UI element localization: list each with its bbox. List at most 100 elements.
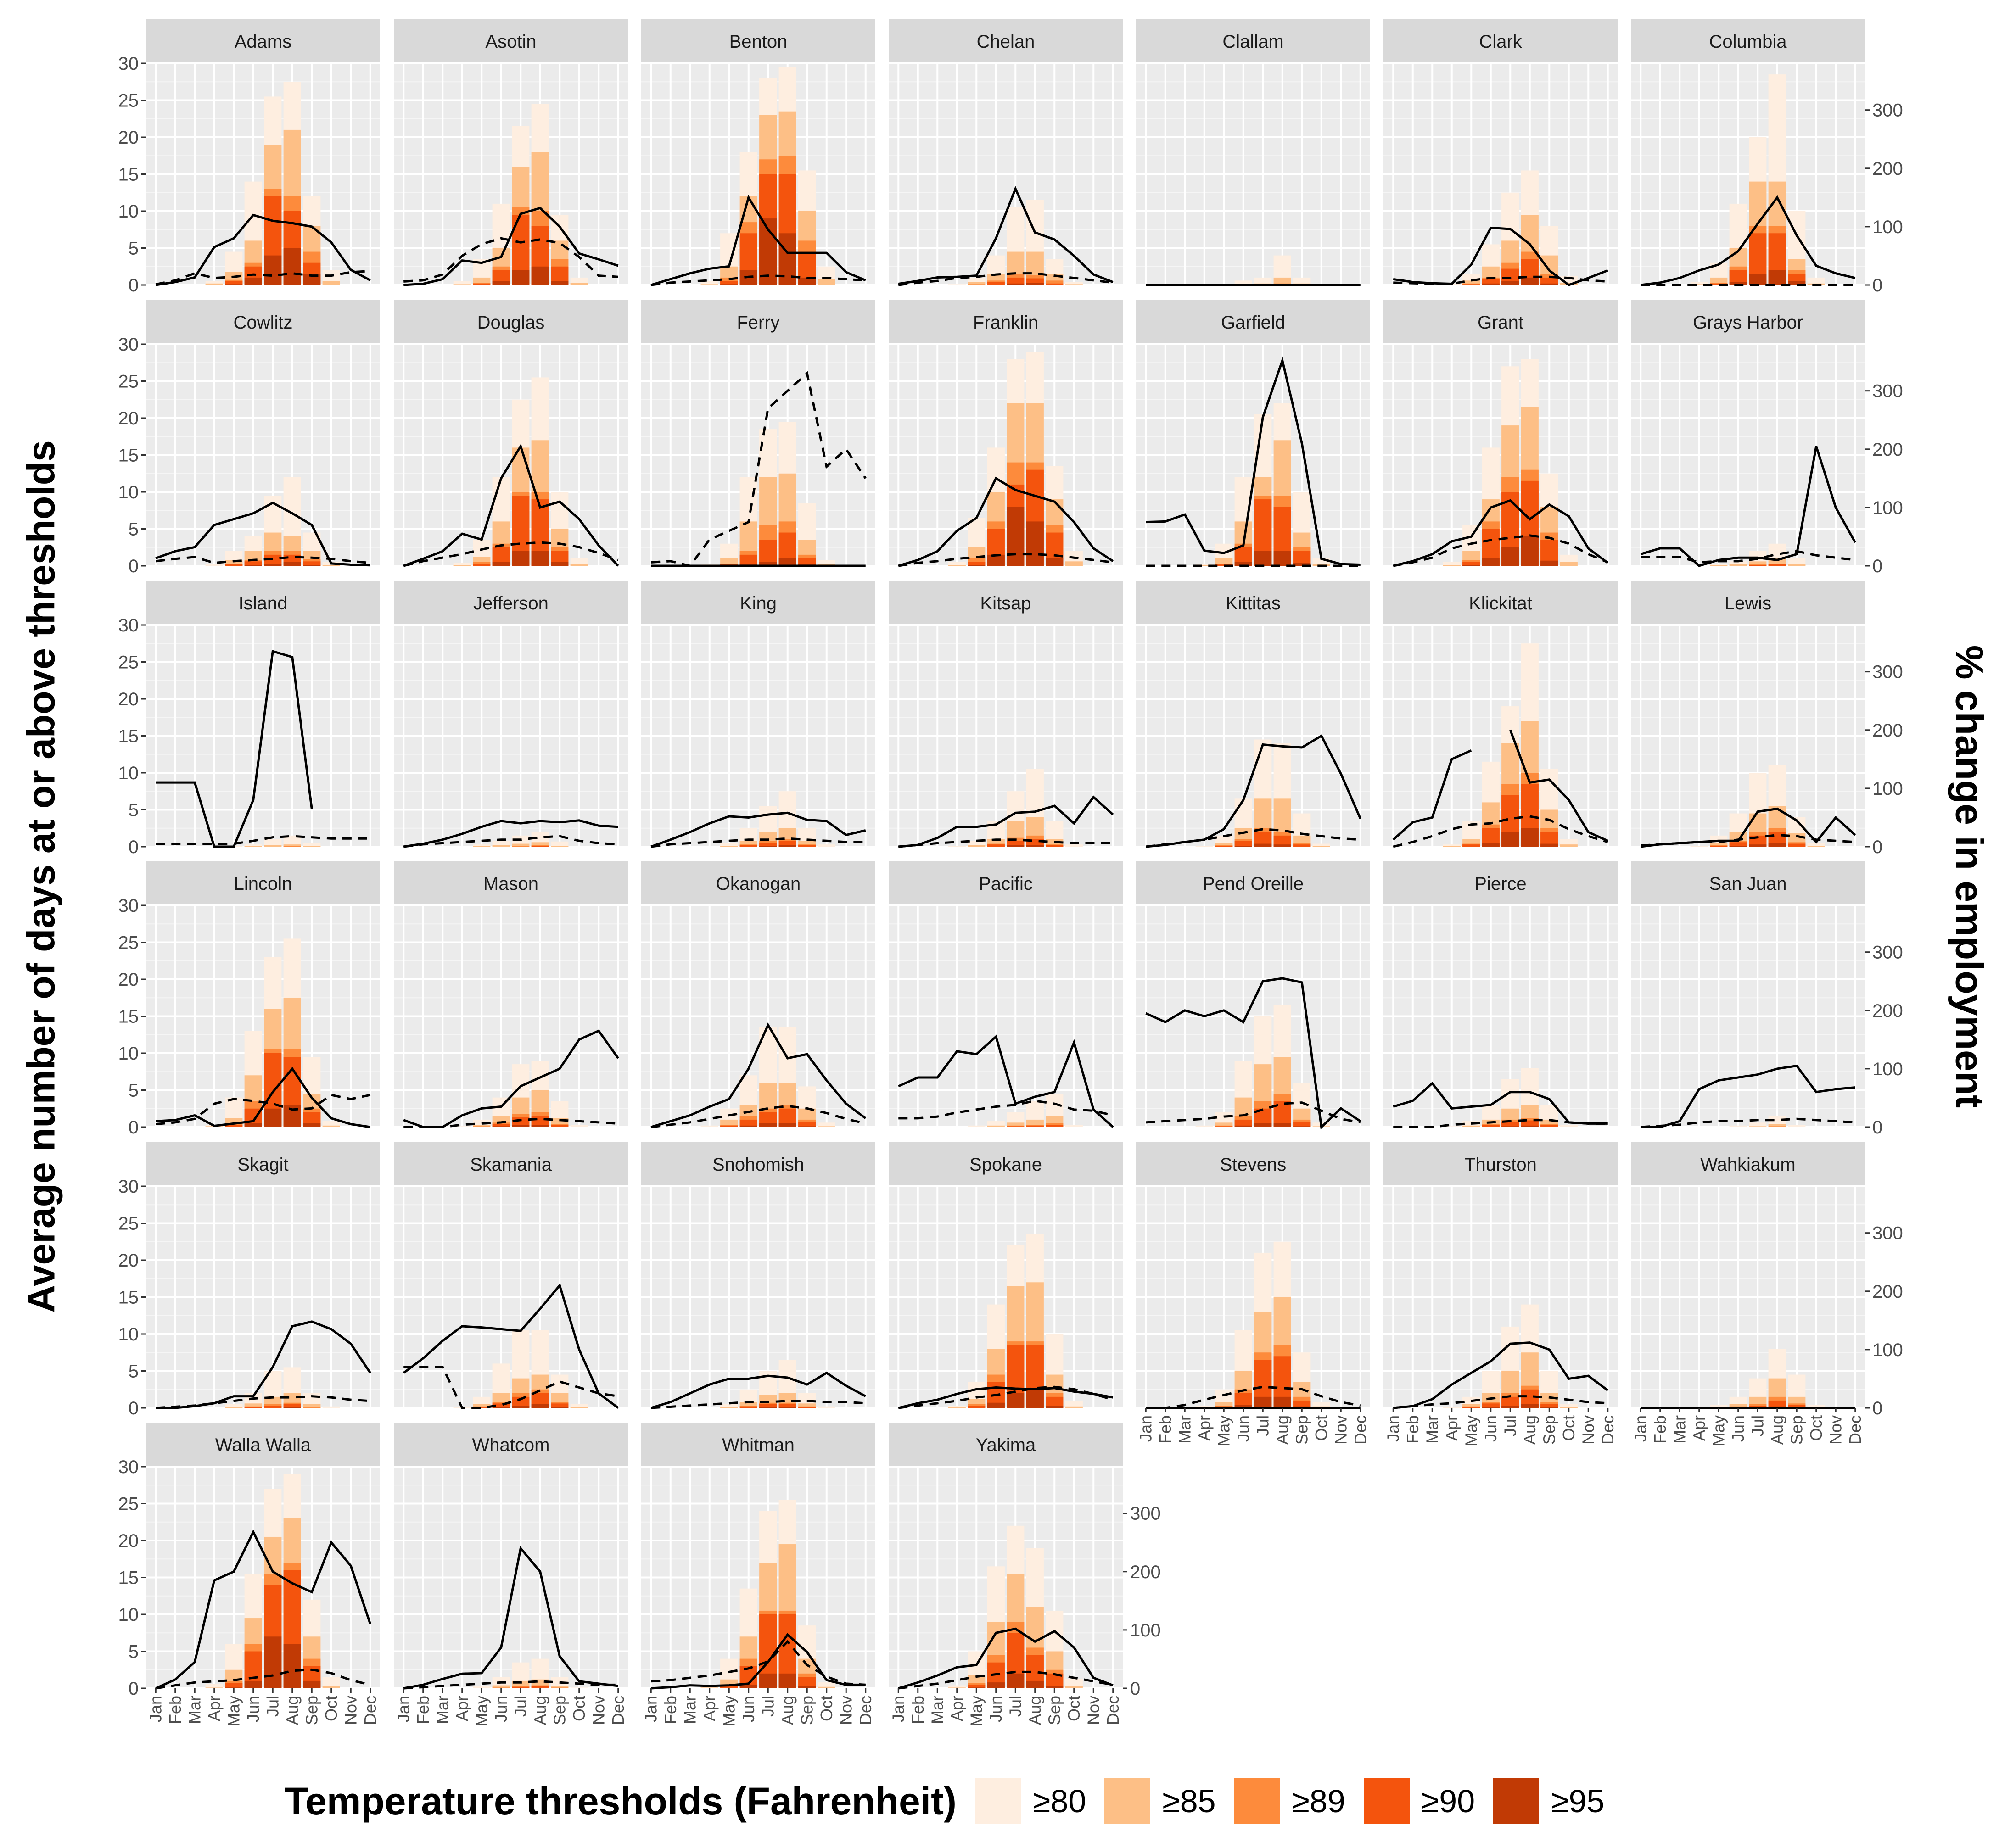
x-tick-label: Dec (609, 1696, 627, 1725)
bar-adams-oct-1 (322, 281, 340, 285)
bar-clallam-jul-0 (1254, 277, 1272, 285)
panel-cowlitz: Cowlitz 0 5 10 15 20 25 30 (118, 300, 380, 576)
line-dashed-walla-walla (155, 1668, 371, 1690)
bar-grant-jul-4 (1501, 547, 1519, 566)
line-dashed-clark (1393, 275, 1608, 285)
legend-item-80: ≥80 (975, 1778, 1086, 1824)
bar-okanogan-aug-4 (778, 1123, 796, 1127)
bar-grays-harbor-jun-0 (1729, 561, 1747, 566)
line-dashed-pierce (1393, 1119, 1608, 1128)
bar-walla-walla-apr-0 (205, 1684, 223, 1688)
x-tick-label: Oct (1064, 1696, 1083, 1721)
y2-tick-label: 100 (1872, 779, 1903, 799)
bar-cowlitz-oct-1 (322, 565, 340, 566)
bar-jefferson-may-1 (473, 846, 491, 847)
bar-kittitas-may-1 (1215, 843, 1233, 847)
bar-jefferson-jul-2 (512, 846, 530, 847)
bar-skagit-jul-3 (264, 1406, 282, 1408)
line-solid-grays-harbor (1640, 446, 1856, 567)
bar-pend-oreille-may-3 (1215, 1126, 1233, 1127)
bar-klickitat-sep-4 (1540, 843, 1558, 847)
bar-douglas-apr-0 (453, 563, 471, 566)
x-tick-label: Apr (947, 1696, 966, 1721)
bar-klickitat-aug-4 (1521, 828, 1539, 847)
x-tick-label: Dec (361, 1696, 380, 1725)
x-tick-label: May (967, 1696, 986, 1727)
bar-columbia-aug-4 (1768, 270, 1786, 285)
legend-label-90: ≥90 (1421, 1783, 1475, 1819)
y2-tick-label: 300 (1872, 381, 1903, 402)
strip-label: San Juan (1709, 874, 1786, 894)
x-tick-label: Feb (661, 1696, 680, 1724)
strip-bg (146, 861, 380, 905)
strip-bg (394, 300, 628, 344)
x-tick-label: Sep (797, 1696, 816, 1725)
bar-yakima-aug-4 (1026, 1680, 1044, 1688)
panel-asotin: Asotin (394, 19, 628, 286)
x-tick-label: Jan (1383, 1415, 1402, 1442)
y-tick-label: 15 (118, 1007, 139, 1027)
bar-skamania-jul-4 (512, 1406, 530, 1408)
x-tick-label: Jun (986, 1696, 1005, 1722)
bar-skamania-sep-4 (551, 1407, 569, 1408)
bar-chelan-apr-0 (948, 284, 966, 285)
strip-label: Lincoln (234, 874, 292, 894)
bar-whitman-may-3 (720, 1686, 738, 1688)
bar-yakima-may-3 (968, 1684, 986, 1688)
bar-san-juan-jun-0 (1729, 1125, 1747, 1127)
bar-spokane-oct-1 (1065, 1406, 1083, 1408)
y-tick-label: 25 (118, 1494, 139, 1514)
bar-walla-walla-jul-4 (264, 1636, 282, 1688)
bar-okanogan-may-3 (720, 1125, 738, 1127)
bar-island-jul-1 (264, 845, 282, 847)
bar-clark-sep-3 (1540, 277, 1558, 285)
y2-tick-label: 100 (1872, 1059, 1903, 1079)
x-tick-label: Jul (758, 1696, 777, 1717)
panel-kitsap: Kitsap (889, 581, 1123, 848)
bar-king-jul-4 (759, 846, 777, 847)
bar-clark-may-1 (1462, 280, 1480, 285)
bar-grays-harbor-jul-3 (1749, 565, 1767, 566)
line-solid-benton (650, 195, 866, 286)
bar-okanogan-jun-3 (739, 1119, 757, 1127)
bar-grant-aug-4 (1521, 536, 1539, 566)
legend-swatch-89 (1234, 1778, 1280, 1824)
bar-thurston-jul-4 (1501, 1406, 1519, 1408)
x-tick-label: Nov (1331, 1415, 1350, 1445)
strip-label: Grant (1478, 313, 1523, 333)
bar-okanogan-sep-3 (798, 1122, 816, 1127)
panel-island: Island 0 5 10 15 20 25 30 (118, 581, 380, 857)
bar-spokane-sep-4 (1046, 1406, 1064, 1408)
bar-skagit-oct-0 (322, 1406, 340, 1408)
bar-snohomish-sep-3 (798, 1407, 816, 1408)
bar-mason-jun-3 (492, 1124, 510, 1127)
line-dashed-thurston (1393, 1395, 1608, 1409)
bar-columbia-apr-0 (1690, 282, 1708, 285)
panel-lewis: Lewis 0 100 200 300 (1631, 581, 1903, 857)
line-solid-jefferson (403, 819, 618, 848)
bar-pend-oreille-may-1 (1215, 1122, 1233, 1127)
strip-bg (1631, 581, 1865, 625)
panel-san-juan: San Juan 0 100 200 300 (1631, 861, 1903, 1138)
bar-walla-walla-oct-1 (322, 1686, 340, 1688)
line-solid-asotin (403, 207, 619, 286)
x-tick-label: Sep (1045, 1696, 1064, 1725)
x-tick-label: Aug (1273, 1415, 1292, 1445)
strip-label: Clark (1479, 32, 1522, 52)
bar-kittitas-jun-3 (1234, 841, 1252, 847)
bar-thurston-jun-3 (1482, 1403, 1500, 1408)
y-tick-label: 10 (118, 1324, 139, 1345)
x-tick-label: Mar (1670, 1415, 1689, 1444)
bar-kitsap-may-1 (968, 845, 986, 847)
strip-label: Pacific (979, 874, 1033, 894)
x-tick-label: Mar (928, 1696, 946, 1724)
strip-label: Adams (235, 32, 292, 52)
y2-tick-label: 0 (1872, 556, 1882, 576)
y-tick-label: 25 (118, 653, 139, 673)
panel-chelan: Chelan (889, 19, 1123, 286)
strip-bg (1136, 1142, 1370, 1186)
bar-columbia-jul-4 (1749, 274, 1767, 285)
bar-klickitat-jul-4 (1501, 832, 1519, 847)
bar-kitsap-oct-0 (1065, 844, 1083, 847)
x-tick-label: Apr (1442, 1415, 1461, 1441)
